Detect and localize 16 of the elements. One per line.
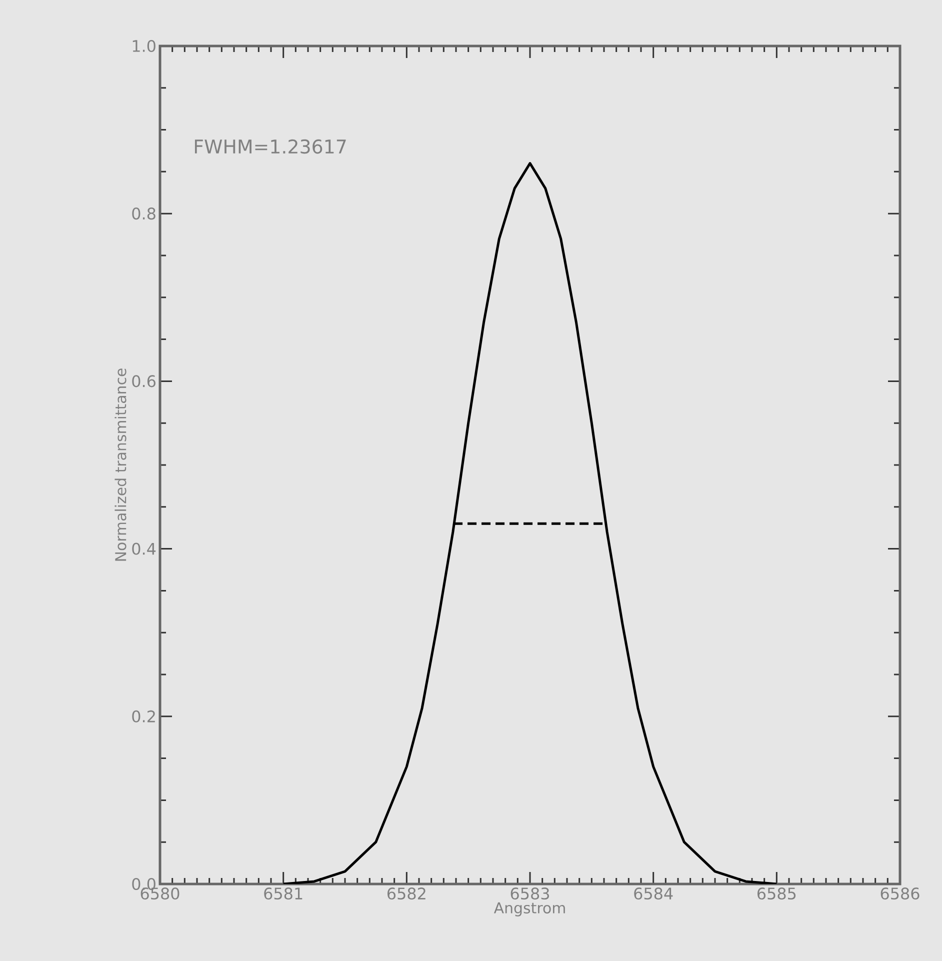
x-tick-label: 6585 <box>757 888 796 900</box>
x-tick-label: 6580 <box>140 888 180 900</box>
y-axis-title: Normalized transmittance <box>114 368 126 561</box>
x-tick-label: 6584 <box>634 888 673 900</box>
x-tick-label: 6586 <box>880 888 920 900</box>
line-series <box>282 162 778 884</box>
annotation: FWHM=1.23617 <box>194 139 346 154</box>
y-tick-label: 1.0 <box>132 40 156 52</box>
x-tick-label: 6582 <box>387 888 426 900</box>
x-tick-label: 6581 <box>264 888 302 900</box>
y-tick-label: 0.4 <box>132 542 156 555</box>
y-tick-label: 0.8 <box>132 208 156 220</box>
x-axis-title: Angstrom <box>494 902 565 916</box>
y-tick-label: 0.2 <box>132 710 155 722</box>
x-tick-label: 6583 <box>510 888 549 900</box>
y-tick-label: 0.6 <box>132 375 156 388</box>
